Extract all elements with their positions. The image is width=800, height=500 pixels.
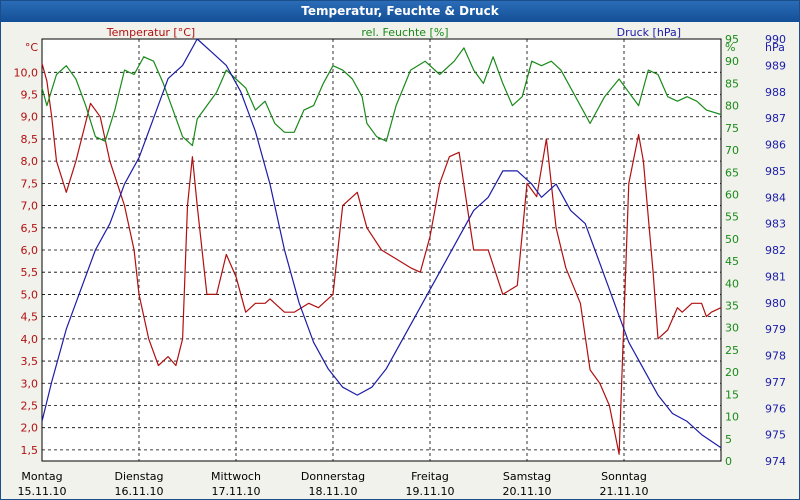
right-axis-humidity-tick-label: 0	[725, 455, 732, 468]
x-axis-day-label: Montag	[21, 470, 62, 483]
left-axis-tick-label: 1,5	[21, 444, 39, 457]
x-axis-date-label: 15.11.10	[18, 485, 67, 498]
right-axis-pressure-tick-label: 976	[765, 402, 786, 415]
x-axis-day-label: Sonntag	[601, 470, 647, 483]
right-axis-pressure-tick-label: 982	[765, 244, 786, 257]
left-axis-tick-label: 10,0	[14, 66, 39, 79]
left-axis-tick-label: 6,0	[21, 244, 39, 257]
left-axis-tick-label: 9,5	[21, 89, 39, 102]
right-axis-humidity-tick-label: 80	[725, 100, 739, 113]
window-title: Temperatur, Feuchte & Druck	[1, 1, 799, 22]
left-axis-tick-label: 3,5	[21, 355, 39, 368]
right-axis-pressure-tick-label: 985	[765, 165, 786, 178]
right-axis-humidity-unit: %	[725, 41, 735, 54]
x-axis-day-label: Samstag	[503, 470, 551, 483]
left-axis-tick-label: 6,5	[21, 222, 39, 235]
right-axis-pressure-tick-label: 983	[765, 218, 786, 231]
right-axis-pressure-tick-label: 979	[765, 323, 786, 336]
right-axis-humidity-tick-label: 30	[725, 322, 739, 335]
right-axis-pressure-tick-label: 984	[765, 191, 786, 204]
left-axis-tick-label: 9,0	[21, 111, 39, 124]
left-axis-tick-label: 5,5	[21, 266, 39, 279]
left-axis-tick-label: 4,5	[21, 311, 39, 324]
right-axis-humidity-tick-label: 25	[725, 344, 739, 357]
left-axis-tick-label: 7,5	[21, 177, 39, 190]
right-axis-humidity-tick-label: 5	[725, 433, 732, 446]
right-axis-pressure-tick-label: 975	[765, 429, 786, 442]
right-axis-humidity-tick-label: 45	[725, 255, 739, 268]
x-axis-date-label: 16.11.10	[115, 485, 164, 498]
x-axis-date-label: 18.11.10	[309, 485, 358, 498]
right-axis-pressure-tick-label: 990	[765, 33, 786, 46]
right-axis-humidity-tick-label: 35	[725, 300, 739, 313]
x-axis-day-label: Donnerstag	[301, 470, 365, 483]
x-axis-date-label: 20.11.10	[503, 485, 552, 498]
right-axis-humidity-tick-label: 60	[725, 188, 739, 201]
x-axis-date-label: 17.11.10	[212, 485, 261, 498]
x-axis-day-label: Dienstag	[114, 470, 163, 483]
right-axis-humidity-tick-label: 95	[725, 33, 739, 46]
right-axis-humidity-tick-label: 15	[725, 388, 739, 401]
right-axis-pressure-tick-label: 987	[765, 112, 786, 125]
right-axis-pressure-tick-label: 981	[765, 270, 786, 283]
right-axis-humidity-tick-label: 40	[725, 277, 739, 290]
right-axis-pressure-tick-label: 977	[765, 376, 786, 389]
series-label-humidity: rel. Feuchte [%]	[361, 26, 448, 39]
right-axis-pressure-tick-label: 988	[765, 86, 786, 99]
right-axis-humidity-tick-label: 10	[725, 411, 739, 424]
left-axis-tick-label: 7,0	[21, 200, 39, 213]
right-axis-pressure-tick-label: 974	[765, 455, 786, 468]
series-label-temperature: Temperatur [°C]	[106, 26, 195, 39]
right-axis-humidity-tick-label: 90	[725, 55, 739, 68]
series-line-temperature	[41, 63, 722, 455]
series-line-humidity	[41, 47, 722, 147]
x-axis-day-label: Freitag	[411, 470, 449, 483]
x-axis-day-label: Mittwoch	[211, 470, 261, 483]
right-axis-humidity-tick-label: 75	[725, 122, 739, 135]
series-label-pressure: Druck [hPa]	[617, 26, 681, 39]
x-axis-date-label: 19.11.10	[406, 485, 455, 498]
x-axis-date-label: 21.11.10	[600, 485, 649, 498]
right-axis-humidity-tick-label: 85	[725, 77, 739, 90]
left-axis-unit: °C	[25, 41, 39, 54]
right-axis-pressure-tick-label: 989	[765, 59, 786, 72]
right-axis-humidity-tick-label: 65	[725, 166, 739, 179]
left-axis-tick-label: 4,0	[21, 333, 39, 346]
right-axis-humidity-tick-label: 70	[725, 144, 739, 157]
right-axis-pressure-tick-label: 986	[765, 139, 786, 152]
left-axis-tick-label: 5,0	[21, 288, 39, 301]
left-axis-tick-label: 3,0	[21, 377, 39, 390]
left-axis-tick-label: 2,0	[21, 422, 39, 435]
left-axis-tick-label: 8,5	[21, 133, 39, 146]
series-line-pressure	[41, 38, 722, 449]
left-axis-tick-label: 2,5	[21, 399, 39, 412]
right-axis-pressure-tick-label: 980	[765, 297, 786, 310]
right-axis-pressure-tick-label: 978	[765, 350, 786, 363]
right-axis-humidity-tick-label: 55	[725, 211, 739, 224]
right-axis-humidity-tick-label: 50	[725, 233, 739, 246]
right-axis-humidity-tick-label: 20	[725, 366, 739, 379]
right-axis-pressure-unit: hPa	[765, 41, 785, 54]
left-axis-tick-label: 8,0	[21, 155, 39, 168]
